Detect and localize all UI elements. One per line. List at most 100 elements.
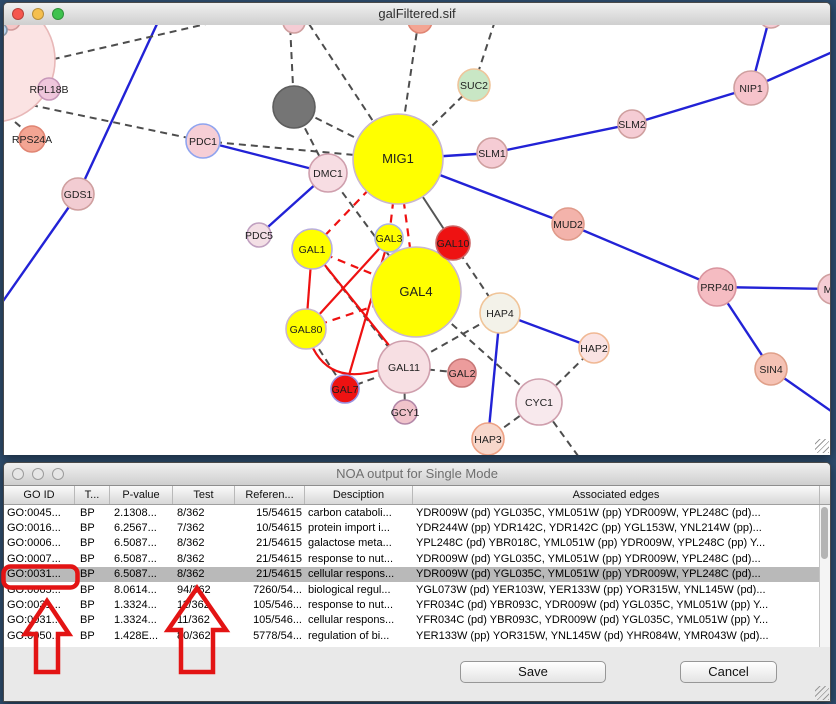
graph-node[interactable] xyxy=(4,25,8,37)
graph-node-label: HAP3 xyxy=(474,434,502,446)
column-header-desciption[interactable]: Desciption xyxy=(305,486,413,504)
graph-node-CYC1[interactable] xyxy=(515,378,563,426)
graph-edge[interactable] xyxy=(473,25,495,86)
graph-node-GAL4[interactable] xyxy=(370,246,462,338)
graph-node-PDC1[interactable] xyxy=(185,123,221,159)
graph-edge[interactable] xyxy=(76,25,158,195)
graph-edge[interactable] xyxy=(631,86,752,126)
minimize-button-icon[interactable] xyxy=(32,468,44,480)
graph-node-label: SLM2 xyxy=(618,119,646,131)
cell: GO:0031... xyxy=(7,599,61,612)
table-row[interactable]: GO:0031... BP 1.3324... 11/362 105/546... res… xyxy=(4,597,822,612)
column-header-referen[interactable]: Referen... xyxy=(235,486,305,504)
zoom-button-icon[interactable] xyxy=(52,8,64,20)
scrollbar-thumb[interactable] xyxy=(821,507,828,559)
graph-node-SLM2[interactable] xyxy=(617,109,647,139)
resize-grip-icon[interactable] xyxy=(815,686,829,700)
cancel-button[interactable]: Cancel xyxy=(680,661,777,683)
table-row[interactable]: GO:0007... BP 6.5087... 8/362 21/54615 respon… xyxy=(4,551,822,566)
column-header-goid[interactable]: GO ID xyxy=(4,486,75,504)
resize-grip-icon[interactable] xyxy=(815,439,829,453)
table-row[interactable]: GO:0031... BP 1.3324... 11/362 105/546... cel… xyxy=(4,613,822,628)
graph-node-GAL3[interactable] xyxy=(374,223,404,253)
graph-node-GAL2[interactable] xyxy=(447,358,477,388)
graph-node[interactable] xyxy=(407,25,433,34)
graph-node-RPL18B[interactable] xyxy=(37,77,61,101)
graph-edge[interactable] xyxy=(486,312,502,440)
cell: 7/362 xyxy=(177,522,205,535)
graph-edge[interactable] xyxy=(202,140,399,160)
table-row[interactable]: GO:0065... BP 8.0614... 94/362 7260/54... bio… xyxy=(4,582,822,597)
graph-node-RPS24A[interactable] xyxy=(18,125,46,153)
cell: 80/362 xyxy=(177,629,211,642)
graph-edge[interactable] xyxy=(4,193,79,304)
graph-edge[interactable] xyxy=(491,122,633,155)
graph-node-GAL11[interactable] xyxy=(377,340,431,394)
graph-node-label: SLM1 xyxy=(478,148,506,160)
graph-node-label: GAL80 xyxy=(290,324,323,336)
column-header-associatededges[interactable]: Associated edges xyxy=(413,486,820,504)
graph-node-HAP4[interactable] xyxy=(479,292,521,334)
graph-window-titlebar[interactable]: galFiltered.sif xyxy=(4,3,830,26)
graph-edge[interactable] xyxy=(397,25,419,160)
graph-node-MUD2[interactable] xyxy=(551,207,585,241)
graph-node-MSI[interactable] xyxy=(817,273,830,305)
graph-node-label: GAL11 xyxy=(388,362,420,374)
minimize-button-icon[interactable] xyxy=(32,8,44,20)
cell: GO:0050... xyxy=(7,629,61,642)
cell: YGL073W (pd) YER103W, YER133W (pp) YOR31… xyxy=(416,583,766,596)
graph-edge[interactable] xyxy=(30,104,204,142)
cell: response to nut... xyxy=(308,599,393,612)
graph-node-SIN4[interactable] xyxy=(754,352,788,386)
close-button-icon[interactable] xyxy=(12,468,24,480)
graph-edge[interactable] xyxy=(567,222,718,289)
graph-node-GAL80[interactable] xyxy=(285,308,327,350)
graph-node-HAP2[interactable] xyxy=(578,332,610,364)
noa-output-window: NOA output for Single Mode GO ID T... P-va… xyxy=(3,462,831,702)
cell: BP xyxy=(80,506,95,519)
graph-edge[interactable] xyxy=(311,248,397,355)
noa-window-titlebar[interactable]: NOA output for Single Mode xyxy=(4,463,830,486)
graph-node-DMC1[interactable] xyxy=(308,153,348,193)
graph-node-PRP40[interactable] xyxy=(697,267,737,307)
graph-node-GCY1[interactable] xyxy=(392,399,418,425)
cell: BP xyxy=(80,537,95,550)
graph-node-MIG1[interactable] xyxy=(352,113,444,205)
table-row[interactable]: GO:0006... BP 6.5087... 8/362 21/54615 galact… xyxy=(4,536,822,551)
cell: 1.3324... xyxy=(114,599,157,612)
column-header-pvalue[interactable]: P-value xyxy=(110,486,173,504)
graph-node-GAL1[interactable] xyxy=(291,228,333,270)
graph-node[interactable] xyxy=(282,25,306,34)
graph-node-label: PDC1 xyxy=(189,136,217,148)
cell: response to nut... xyxy=(308,552,393,565)
table-row[interactable]: GO:0045... BP 2.1308... 8/362 15/54615 carbon… xyxy=(4,505,822,520)
zoom-button-icon[interactable] xyxy=(52,468,64,480)
graph-edge[interactable] xyxy=(202,139,329,175)
column-header-t[interactable]: T... xyxy=(75,486,110,504)
table-row[interactable]: GO:0016... BP 6.2567... 7/362 10/54615 protei… xyxy=(4,520,822,535)
column-header-test[interactable]: Test xyxy=(173,486,235,504)
graph-node-HAP3[interactable] xyxy=(471,422,505,455)
graph-node-label: GAL7 xyxy=(332,384,359,396)
graph-node-PDC5[interactable] xyxy=(246,222,272,248)
close-button-icon[interactable] xyxy=(12,8,24,20)
network-canvas[interactable]: RPL18B RPS24A GDS1 PDC1 PDC5 DMC1 MIG1 SUC2 SLM1… xyxy=(4,25,830,455)
graph-node[interactable] xyxy=(272,85,316,129)
vertical-scrollbar[interactable] xyxy=(819,505,830,647)
graph-node-GAL7[interactable] xyxy=(330,374,360,404)
table-row[interactable]: GO:0031... BP 6.5087... 8/362 21/54615 cellul… xyxy=(4,566,822,582)
cell: BP xyxy=(80,568,95,581)
graph-node-GDS1[interactable] xyxy=(61,177,95,211)
cell: 1.428E... xyxy=(114,629,159,642)
graph-node-SLM1[interactable] xyxy=(476,137,508,169)
table-row[interactable]: GO:0050... BP 1.428E... 80/362 5778/54... reg… xyxy=(4,628,822,643)
graph-node-GAL10[interactable] xyxy=(435,225,471,261)
graph-node-SUC2[interactable] xyxy=(457,68,491,102)
graph-edge[interactable] xyxy=(40,25,207,63)
cell: YFR034C (pd) YBR093C, YDR009W (pd) YGL03… xyxy=(416,614,769,627)
save-button[interactable]: Save xyxy=(460,661,606,683)
graph-node[interactable] xyxy=(4,25,20,31)
graph-node-NIP1[interactable] xyxy=(733,70,769,106)
graph-node[interactable] xyxy=(759,25,783,29)
